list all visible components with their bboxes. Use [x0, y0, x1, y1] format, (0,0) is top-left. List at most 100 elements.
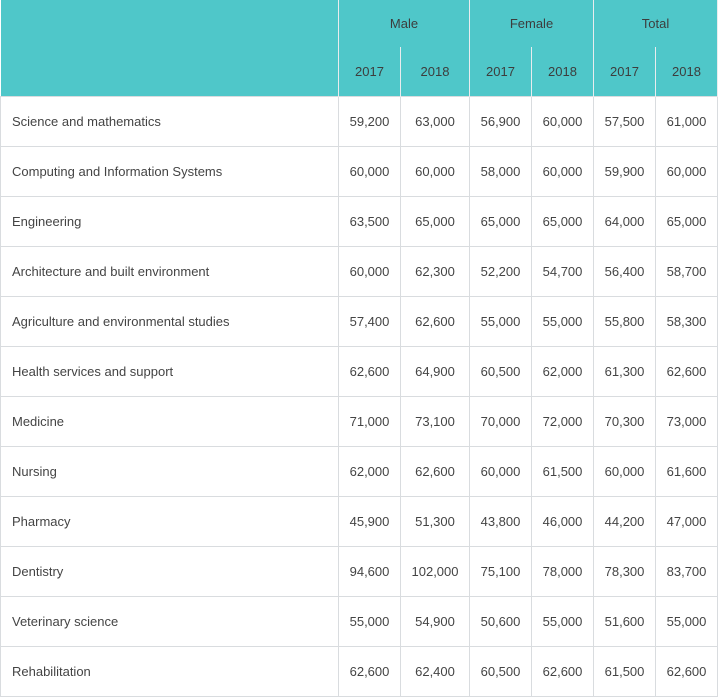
- row-value-cell: 61,500: [531, 446, 595, 497]
- row-value-cell: 60,000: [469, 446, 532, 497]
- header-year-cell: 2017: [338, 47, 401, 97]
- row-value-cell: 58,700: [655, 246, 719, 297]
- row-field-label: Pharmacy: [0, 496, 339, 547]
- row-value-cell: 62,000: [531, 346, 595, 397]
- row-value-cell: 44,200: [593, 496, 657, 547]
- row-value-cell: 94,600: [338, 546, 401, 597]
- row-value-cell: 51,300: [400, 496, 470, 547]
- header-year-cell: 2017: [469, 47, 532, 97]
- header-group-total: Total: [593, 0, 719, 47]
- header-year-cell: 2018: [655, 47, 719, 97]
- row-value-cell: 54,700: [531, 246, 595, 297]
- row-value-cell: 62,000: [338, 446, 401, 497]
- row-field-label: Dentistry: [0, 546, 339, 597]
- row-value-cell: 56,400: [593, 246, 657, 297]
- row-value-cell: 65,000: [531, 196, 595, 247]
- header-year-cell: 2018: [400, 47, 470, 97]
- table-row: Dentistry 94,600 102,000 75,100 78,000 78,300…: [0, 546, 719, 597]
- row-field-label: Nursing: [0, 446, 339, 497]
- row-value-cell: 62,600: [655, 646, 719, 697]
- row-value-cell: 51,600: [593, 596, 657, 647]
- row-value-cell: 62,600: [531, 646, 595, 697]
- row-value-cell: 83,700: [655, 546, 719, 597]
- table-row: Veterinary science 55,000 54,900 50,600 55,0…: [0, 596, 719, 647]
- row-value-cell: 59,200: [338, 96, 401, 147]
- table-body: Science and mathematics 59,200 63,000 56,90…: [0, 96, 719, 697]
- row-value-cell: 55,000: [531, 296, 595, 347]
- row-value-cell: 60,500: [469, 646, 532, 697]
- row-value-cell: 43,800: [469, 496, 532, 547]
- table-row: Health services and support 62,600 64,900 6…: [0, 346, 719, 397]
- row-value-cell: 65,000: [400, 196, 470, 247]
- table-row: Science and mathematics 59,200 63,000 56,90…: [0, 96, 719, 147]
- row-value-cell: 46,000: [531, 496, 595, 547]
- row-value-cell: 52,200: [469, 246, 532, 297]
- row-field-label: Computing and Information Systems: [0, 146, 339, 197]
- row-value-cell: 64,000: [593, 196, 657, 247]
- header-group-row: Male Female Total: [0, 0, 719, 97]
- row-value-cell: 62,600: [400, 446, 470, 497]
- row-value-cell: 58,000: [469, 146, 532, 197]
- row-value-cell: 70,000: [469, 396, 532, 447]
- row-value-cell: 50,600: [469, 596, 532, 647]
- row-value-cell: 61,500: [593, 646, 657, 697]
- row-value-cell: 63,500: [338, 196, 401, 247]
- row-value-cell: 62,600: [338, 346, 401, 397]
- row-value-cell: 56,900: [469, 96, 532, 147]
- table-row: Engineering 63,500 65,000 65,000 65,000 64,00…: [0, 196, 719, 247]
- row-value-cell: 71,000: [338, 396, 401, 447]
- row-value-cell: 60,000: [400, 146, 470, 197]
- row-value-cell: 75,100: [469, 546, 532, 597]
- row-value-cell: 60,000: [338, 146, 401, 197]
- row-field-label: Engineering: [0, 196, 339, 247]
- row-value-cell: 45,900: [338, 496, 401, 547]
- table-row: Pharmacy 45,900 51,300 43,800 46,000 44,200 47…: [0, 496, 719, 547]
- row-field-label: Veterinary science: [0, 596, 339, 647]
- row-value-cell: 57,400: [338, 296, 401, 347]
- row-value-cell: 55,800: [593, 296, 657, 347]
- row-value-cell: 63,000: [400, 96, 470, 147]
- row-value-cell: 60,000: [593, 446, 657, 497]
- row-value-cell: 102,000: [400, 546, 470, 597]
- row-value-cell: 65,000: [469, 196, 532, 247]
- row-value-cell: 59,900: [593, 146, 657, 197]
- table-row: Computing and Information Systems 60,000 6…: [0, 146, 719, 197]
- header-year-row: 2017 2018 2017 2018 2017 2018: [1, 47, 719, 97]
- row-value-cell: 60,000: [531, 96, 595, 147]
- row-value-cell: 64,900: [400, 346, 470, 397]
- row-value-cell: 72,000: [531, 396, 595, 447]
- row-value-cell: 61,000: [655, 96, 719, 147]
- table-row: Rehabilitation 62,600 62,400 60,500 62,600 61…: [0, 646, 719, 697]
- header-year-cell: 2017: [593, 47, 657, 97]
- row-field-label: Rehabilitation: [0, 646, 339, 697]
- row-value-cell: 55,000: [338, 596, 401, 647]
- row-value-cell: 61,300: [593, 346, 657, 397]
- row-value-cell: 47,000: [655, 496, 719, 547]
- row-value-cell: 60,000: [531, 146, 595, 197]
- row-value-cell: 60,500: [469, 346, 532, 397]
- header-year-cell: 2018: [531, 47, 595, 97]
- row-value-cell: 60,000: [655, 146, 719, 197]
- table-row: Architecture and built environment 60,000…: [0, 246, 719, 297]
- row-field-label: Medicine: [0, 396, 339, 447]
- row-value-cell: 78,000: [531, 546, 595, 597]
- row-value-cell: 62,600: [655, 346, 719, 397]
- row-value-cell: 55,000: [469, 296, 532, 347]
- row-field-label: Health services and support: [0, 346, 339, 397]
- row-value-cell: 55,000: [655, 596, 719, 647]
- row-value-cell: 62,400: [400, 646, 470, 697]
- row-value-cell: 61,600: [655, 446, 719, 497]
- row-value-cell: 70,300: [593, 396, 657, 447]
- table-row: Medicine 71,000 73,100 70,000 72,000 70,300 73…: [0, 396, 719, 447]
- row-value-cell: 60,000: [338, 246, 401, 297]
- table-row: Agriculture and environmental studies 57,…: [0, 296, 719, 347]
- row-value-cell: 62,600: [338, 646, 401, 697]
- row-value-cell: 62,600: [400, 296, 470, 347]
- row-value-cell: 65,000: [655, 196, 719, 247]
- row-value-cell: 73,000: [655, 396, 719, 447]
- row-field-label: Architecture and built environment: [0, 246, 339, 297]
- row-field-label: Science and mathematics: [0, 96, 339, 147]
- row-value-cell: 78,300: [593, 546, 657, 597]
- header-blank-cell: [0, 0, 339, 97]
